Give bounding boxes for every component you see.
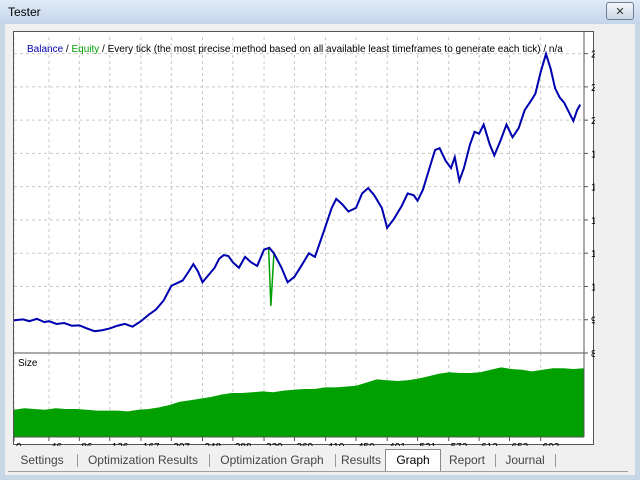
- x-tick-label: 0: [16, 442, 22, 446]
- close-button[interactable]: ✕: [606, 2, 634, 20]
- tab-separator: [209, 454, 210, 467]
- balance-line: [14, 50, 582, 333]
- tab-label: Optimization Graph: [220, 453, 324, 467]
- x-tick-label: 612: [481, 442, 498, 446]
- tab-separator: [335, 454, 336, 467]
- window-title: Tester: [8, 5, 41, 19]
- y-tick-label: 11767: [591, 282, 595, 293]
- y-tick-label: 8096: [591, 349, 595, 360]
- tab-journal[interactable]: Journal: [498, 452, 552, 469]
- x-tick-label: 572: [451, 442, 468, 446]
- y-tick-label: 15438: [591, 216, 595, 227]
- y-tick-label: 22780: [591, 83, 595, 94]
- legend-equity: Equity: [71, 44, 100, 55]
- x-tick-label: 693: [543, 442, 560, 446]
- y-tick-label: 19109: [591, 149, 595, 160]
- size-panel-title: Size: [18, 358, 38, 369]
- x-axis-ticks: 0 46 86 126 167 207 248 288 329 369 410 450 491 531 57…: [14, 437, 560, 446]
- size-histogram: [14, 367, 584, 437]
- x-tick-label: 126: [112, 442, 129, 446]
- y-tick-label: 9932: [591, 316, 595, 327]
- chart-legend: Balance / Equity / Every tick (the most …: [27, 44, 563, 55]
- x-tick-label: 329: [266, 442, 283, 446]
- close-icon: ✕: [615, 6, 625, 18]
- x-tick-label: 248: [204, 442, 221, 446]
- x-tick-label: 652: [512, 442, 529, 446]
- x-tick-label: 207: [173, 442, 190, 446]
- x-tick-label: 86: [81, 442, 93, 446]
- x-tick-label: 531: [420, 442, 437, 446]
- y-tick-label: 24616: [591, 50, 595, 61]
- tab-label: Report: [448, 453, 486, 467]
- y-tick-label: 13603: [591, 249, 595, 260]
- graph-frame: 8096 9932 11767 13603 15438 17274 19109 20945 22…: [13, 31, 595, 446]
- y-tick-label: 20945: [591, 116, 595, 127]
- x-tick-label: 167: [143, 442, 160, 446]
- x-tick-label: 491: [389, 442, 406, 446]
- legend-balance: Balance: [27, 44, 64, 55]
- tab-label: Graph: [396, 453, 430, 467]
- tester-panel: 8096 9932 11767 13603 15438 17274 19109 20945 22…: [5, 24, 635, 475]
- tab-separator: [495, 454, 496, 467]
- tab-settings[interactable]: Settings: [10, 452, 74, 469]
- tab-separator: [77, 454, 78, 467]
- x-tick-label: 450: [358, 442, 375, 446]
- tab-separator: [555, 454, 556, 467]
- legend-description: / Every tick (the most precise method ba…: [99, 44, 563, 55]
- tab-report[interactable]: Report: [442, 452, 492, 469]
- size-area-fill: [14, 367, 584, 437]
- equity-line: [14, 51, 581, 332]
- graph-chart: 8096 9932 11767 13603 15438 17274 19109 20945 22…: [14, 32, 595, 446]
- tab-graph[interactable]: Graph: [385, 449, 441, 471]
- tab-label: Optimization Results: [87, 453, 199, 467]
- tab-results[interactable]: Results: [338, 452, 384, 469]
- tab-label: Settings: [20, 453, 64, 467]
- title-bar[interactable]: Tester ✕: [0, 0, 640, 24]
- x-tick-label: 46: [51, 442, 63, 446]
- legend-separator: /: [63, 44, 72, 55]
- x-tick-label: 288: [235, 442, 252, 446]
- y-axis-ticks: 8096 9932 11767 13603 15438 17274 19109 20945 22…: [584, 50, 595, 360]
- tab-optimization-results[interactable]: Optimization Results: [80, 452, 206, 469]
- tab-optimization-graph[interactable]: Optimization Graph: [212, 452, 332, 469]
- tab-label: Results: [340, 453, 381, 467]
- balance-equity-lines: [14, 50, 582, 333]
- tester-tabs: Settings Optimization Results Optimizati…: [8, 449, 628, 472]
- x-tick-label: 410: [328, 442, 345, 446]
- tab-label: Journal: [505, 453, 545, 467]
- y-tick-label: 17274: [591, 183, 595, 194]
- x-tick-label: 369: [296, 442, 313, 446]
